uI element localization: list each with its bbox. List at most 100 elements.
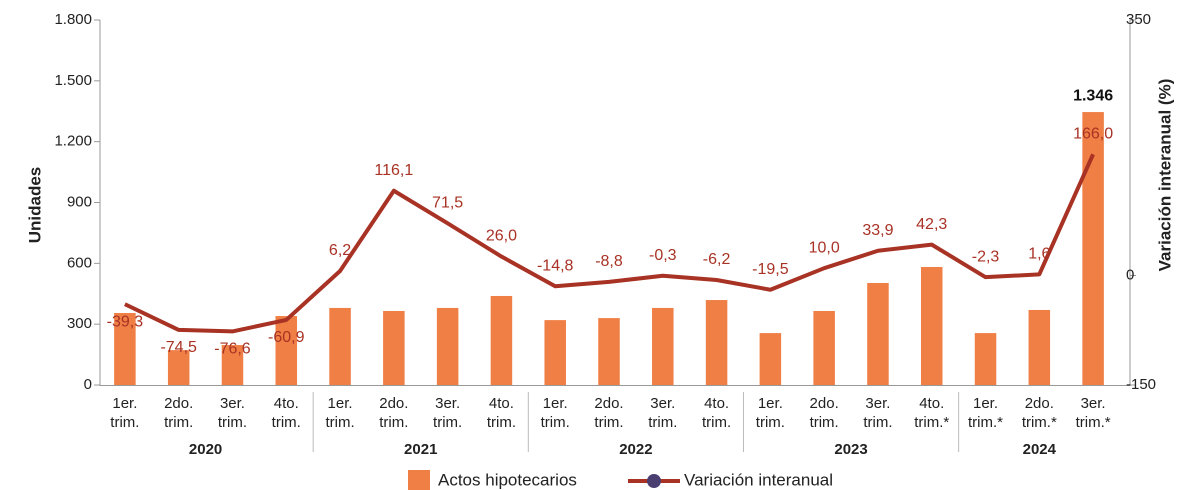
bar — [652, 307, 674, 385]
x-tick-label: 4to. — [704, 395, 729, 412]
y-axis-title: Unidades — [25, 167, 44, 244]
line-label: 116,1 — [374, 162, 413, 179]
bar — [167, 350, 190, 385]
bar — [329, 307, 351, 385]
legend-marker — [647, 474, 661, 488]
x-tick-label: trim. — [164, 414, 193, 431]
line-label: -39,3 — [107, 313, 144, 330]
line-label: 6,2 — [329, 242, 351, 259]
x-tick-label: 2do. — [1025, 395, 1054, 412]
x-tick-label: trim.* — [914, 414, 949, 431]
bar — [813, 310, 835, 385]
group-label: 2021 — [404, 441, 437, 458]
x-tick-label: 2do. — [810, 395, 839, 412]
bar — [275, 316, 298, 385]
x-tick-label: trim. — [218, 414, 247, 431]
x-tick-label: 3er. — [435, 395, 460, 412]
bar — [114, 313, 136, 385]
line-label: -74,5 — [160, 339, 197, 356]
line-label: 33,9 — [862, 222, 893, 239]
line-label: 71,5 — [432, 195, 463, 212]
line-label: -8,8 — [595, 253, 623, 270]
x-tick-label: 3er. — [220, 395, 245, 412]
y-tick-label: 600 — [67, 254, 92, 271]
y-tick-label: 300 — [67, 315, 92, 332]
line-label: 10,0 — [809, 239, 840, 256]
legend-swatch — [408, 470, 430, 490]
bar — [920, 266, 943, 385]
x-tick-label: 4to. — [274, 395, 299, 412]
line-label: -19,5 — [752, 261, 789, 278]
x-tick-label: trim. — [272, 414, 301, 431]
line-label: -6,2 — [703, 251, 731, 268]
line-label: 26,0 — [486, 228, 517, 245]
bar — [1028, 309, 1051, 385]
bar — [383, 310, 405, 385]
y-tick-label: 1.200 — [54, 133, 92, 150]
line-label: -2,3 — [972, 248, 1000, 265]
x-tick-label: 1er. — [112, 395, 137, 412]
x-tick-label: 4to. — [489, 395, 514, 412]
bar — [436, 307, 459, 385]
y2-tick-label: -150 — [1126, 376, 1156, 393]
x-tick-label: trim.* — [1022, 414, 1057, 431]
y-tick-label: 1.800 — [54, 11, 92, 28]
bar — [1082, 112, 1104, 386]
x-tick-label: trim. — [379, 414, 408, 431]
x-tick-label: trim.* — [1076, 414, 1111, 431]
bar — [974, 333, 997, 385]
group-label: 2023 — [834, 441, 867, 458]
x-tick-label: trim. — [810, 414, 839, 431]
line-label: -0,3 — [649, 247, 677, 264]
x-tick-label: trim. — [487, 414, 516, 431]
y2-tick-label: 350 — [1126, 11, 1151, 28]
bar — [544, 320, 566, 385]
x-tick-label: 1er. — [328, 395, 353, 412]
x-tick-label: 4to. — [919, 395, 944, 412]
x-tick-label: 3er. — [865, 395, 890, 412]
x-tick-label: 2do. — [379, 395, 408, 412]
line-label: -76,6 — [214, 341, 251, 358]
x-tick-label: 1er. — [973, 395, 998, 412]
group-label: 2024 — [1023, 441, 1057, 458]
x-tick-label: trim. — [648, 414, 677, 431]
line-label: 42,3 — [916, 216, 947, 233]
bar-label: 1.346 — [1073, 87, 1113, 104]
line-label: 166,0 — [1073, 126, 1113, 143]
y-tick-label: 0 — [84, 376, 92, 393]
x-tick-label: 2do. — [164, 395, 193, 412]
bar — [598, 318, 620, 385]
x-tick-label: 1er. — [758, 395, 783, 412]
legend-label: Actos hipotecarios — [438, 470, 577, 489]
x-tick-label: 3er. — [1081, 395, 1106, 412]
line-label: 1,6 — [1028, 246, 1050, 263]
x-tick-label: trim. — [756, 414, 785, 431]
bar — [705, 300, 728, 385]
x-tick-label: trim. — [541, 414, 570, 431]
bar — [867, 283, 889, 385]
x-tick-label: trim. — [110, 414, 139, 431]
group-label: 2022 — [619, 441, 652, 458]
bar — [221, 345, 244, 385]
x-tick-label: 1er. — [543, 395, 568, 412]
x-tick-label: 2do. — [594, 395, 623, 412]
bar — [759, 333, 782, 385]
group-label: 2020 — [189, 441, 222, 458]
line-label: -14,8 — [537, 258, 574, 275]
line — [124, 153, 1095, 334]
x-tick-label: trim.* — [968, 414, 1003, 431]
y2-axis-title: Variación interanual (%) — [1155, 79, 1174, 272]
y2-tick-label: 0 — [1126, 266, 1134, 283]
line-label: -60,9 — [268, 329, 305, 346]
x-tick-label: trim. — [594, 414, 623, 431]
x-tick-label: trim. — [433, 414, 462, 431]
legend-label: Variación interanual — [684, 470, 833, 489]
x-tick-label: trim. — [863, 414, 892, 431]
y-tick-label: 1.500 — [54, 72, 92, 89]
bar — [490, 295, 513, 385]
x-tick-label: trim. — [702, 414, 731, 431]
y-tick-label: 900 — [67, 193, 92, 210]
x-tick-label: 3er. — [650, 395, 675, 412]
x-tick-label: trim. — [325, 414, 354, 431]
